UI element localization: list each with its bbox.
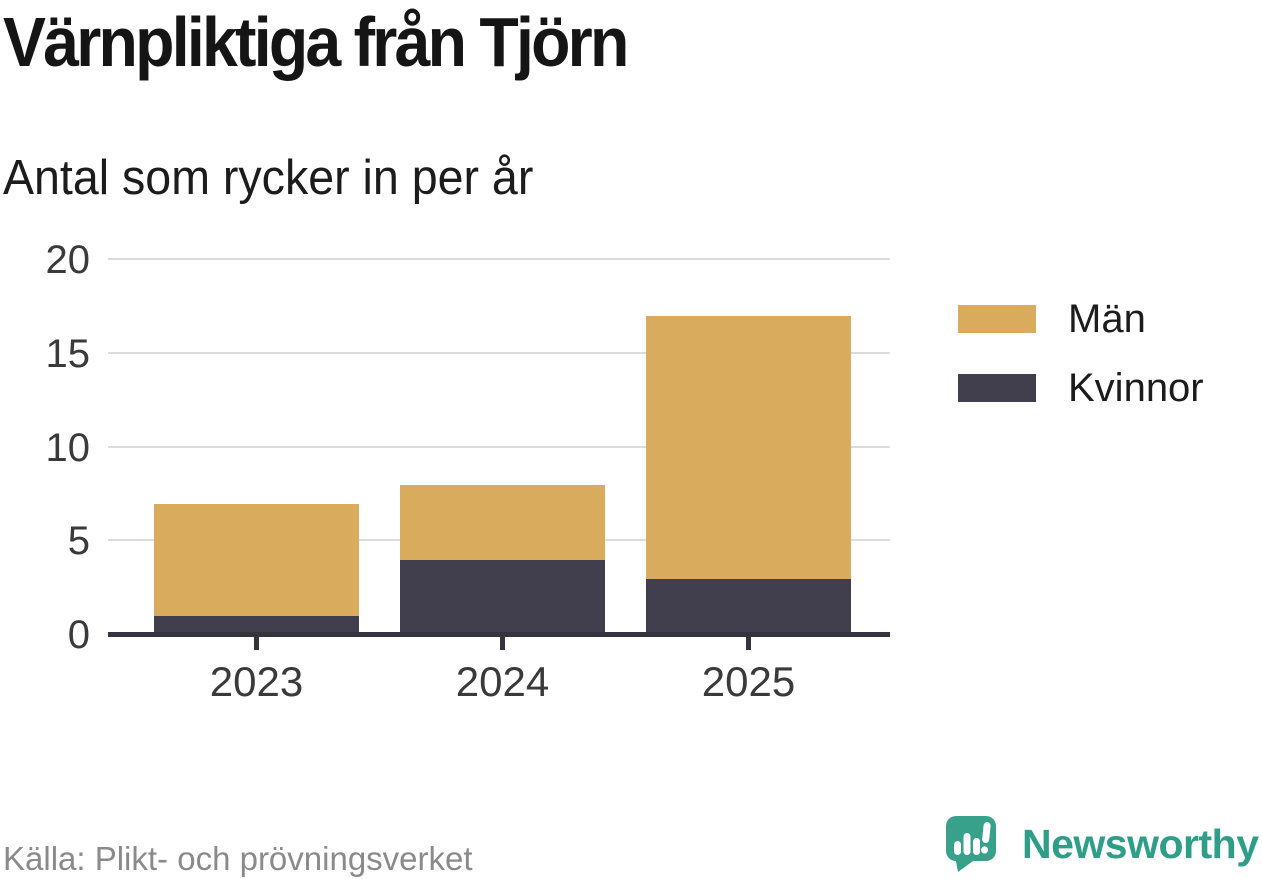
bar-segment-kvinnor <box>400 560 605 635</box>
gridline <box>108 351 890 354</box>
x-axis-label: 2025 <box>701 658 796 705</box>
gridline <box>108 258 890 260</box>
bar-segment-män <box>154 503 359 617</box>
y-axis-label: 5 <box>67 519 90 564</box>
y-axis-label: 10 <box>45 425 91 470</box>
gridline <box>108 445 890 448</box>
x-axis-label: 2024 <box>455 658 550 705</box>
bar-segment-män <box>400 485 605 560</box>
bar-segment-kvinnor <box>154 616 359 635</box>
x-axis-tick <box>746 637 751 650</box>
x-axis-tick <box>254 637 259 650</box>
legend-item-men: Män <box>958 299 1204 339</box>
chart-title: Värnpliktiga från Tjörn <box>3 3 629 81</box>
y-axis-label: 0 <box>67 613 90 657</box>
newsworthy-logo: Newsworthy <box>946 813 1259 875</box>
bar-segment-kvinnor <box>646 578 851 635</box>
legend-swatch <box>958 374 1036 402</box>
y-axis-label: 15 <box>45 331 91 376</box>
newsworthy-logo-icon <box>946 815 996 872</box>
legend-label: Män <box>1068 297 1146 341</box>
legend-swatch <box>958 305 1036 333</box>
x-axis-label: 2023 <box>209 658 304 705</box>
bar-segment-män <box>646 316 851 579</box>
legend-label: Kvinnor <box>1068 366 1204 410</box>
x-axis-tick <box>500 637 505 650</box>
legend-item-women: Kvinnor <box>958 368 1204 408</box>
source-note: Källa: Plikt- och prövningsverket <box>3 840 473 877</box>
x-axis-line <box>108 632 890 637</box>
chart-subtitle: Antal som rycker in per år <box>3 151 534 205</box>
newsworthy-wordmark: Newsworthy <box>1022 820 1259 867</box>
y-axis-label: 20 <box>45 238 91 282</box>
legend: Män Kvinnor <box>958 299 1204 408</box>
